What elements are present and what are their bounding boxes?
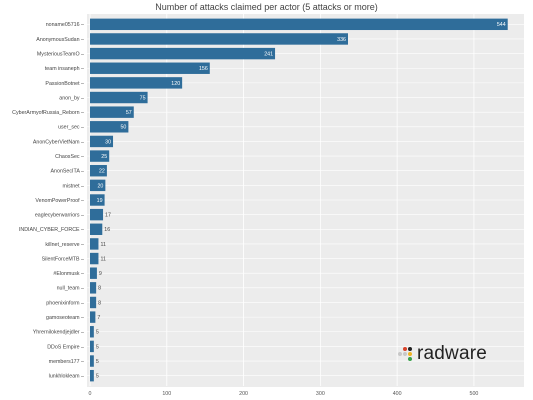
bar — [90, 106, 134, 118]
value-label: 17 — [105, 213, 111, 219]
x-tick-label: 0 — [89, 391, 92, 397]
category-label: mistnet – — [63, 183, 85, 189]
bar — [90, 267, 97, 279]
value-label: 11 — [100, 242, 106, 248]
logo-dot — [403, 347, 407, 351]
value-label: 9 — [99, 271, 102, 277]
bar — [90, 369, 94, 382]
bar — [90, 62, 210, 74]
category-label: AnonSecITA – — [51, 169, 85, 175]
category-label: null_team – — [57, 286, 84, 292]
category-label: VenomPowerProof – — [35, 198, 84, 204]
category-label: noname05716 – — [46, 22, 84, 28]
category-label: lunkhlokleam – — [49, 374, 84, 380]
bar — [90, 252, 99, 265]
value-label: 8 — [98, 286, 101, 292]
value-label: 544 — [497, 22, 506, 28]
category-label: DDoS Empire – — [47, 344, 84, 350]
value-label: 25 — [101, 154, 107, 160]
value-label: 20 — [97, 183, 103, 189]
category-label: PassionBotnet – — [45, 81, 84, 87]
radware-logo: radware — [398, 341, 487, 367]
value-label: 5 — [96, 344, 99, 350]
bar — [90, 223, 103, 235]
category-label: CyberArmyofRussia_Reborn – — [12, 110, 84, 116]
category-label: SilentForceMTB – — [42, 256, 84, 262]
category-label: phoenixinform – — [46, 300, 84, 306]
bar — [90, 77, 183, 89]
value-label: 57 — [126, 110, 132, 116]
category-label: eaglecyberwarriors – — [35, 213, 84, 219]
bar — [90, 91, 148, 104]
x-tick-label: 100 — [162, 391, 171, 397]
logo-dot — [403, 352, 407, 356]
category-label: gamoseoteam – — [46, 315, 84, 321]
category-label: user_sec – — [58, 125, 84, 131]
value-label: 336 — [337, 37, 346, 43]
value-label: 30 — [105, 139, 111, 145]
bar — [90, 18, 508, 31]
logo-dot — [398, 352, 402, 356]
value-label: 11 — [100, 256, 106, 262]
category-label: #Elonmusk – — [53, 271, 84, 277]
value-label: 50 — [120, 125, 126, 131]
bar — [90, 135, 114, 148]
logo-dot — [408, 352, 412, 356]
x-tick-label: 200 — [239, 391, 248, 397]
value-label: 7 — [97, 315, 100, 321]
bar — [90, 326, 94, 338]
bar — [90, 150, 110, 162]
bar — [90, 238, 99, 250]
logo-dot — [408, 347, 412, 351]
category-label: INDIAN_CYBER_FORCE – — [19, 227, 84, 233]
category-label: team insaneph – — [45, 66, 84, 72]
value-label: 5 — [96, 374, 99, 380]
category-label: MysteriousTeamO – — [37, 52, 84, 58]
bar — [90, 282, 97, 294]
bar — [90, 355, 94, 367]
value-label: 16 — [104, 227, 110, 233]
bar — [90, 179, 106, 192]
logo-dot — [408, 357, 412, 361]
bar — [90, 311, 96, 323]
value-label: 75 — [140, 95, 146, 101]
value-label: 5 — [96, 330, 99, 336]
category-label: members177 – — [49, 359, 84, 365]
bar — [90, 296, 97, 309]
value-label: 8 — [98, 300, 101, 306]
value-label: 5 — [96, 359, 99, 365]
x-tick-label: 500 — [470, 391, 479, 397]
x-tick-label: 400 — [393, 391, 402, 397]
bar — [90, 47, 276, 60]
category-label: AnonCyberVietNam – — [33, 139, 84, 145]
bar — [90, 340, 94, 353]
category-label: AnonymousSudan – — [36, 37, 84, 43]
bar — [90, 208, 104, 221]
chart-title: Number of attacks claimed per actor (5 a… — [155, 2, 378, 12]
value-label: 22 — [99, 169, 105, 175]
category-label: Yhrernilokendjejdler – — [33, 330, 84, 336]
bar — [90, 165, 107, 177]
bar — [90, 33, 348, 45]
logo-text: radware — [417, 343, 488, 364]
category-label: anon_by – — [59, 95, 84, 101]
category-label: killnet_reserve – — [45, 242, 84, 248]
value-label: 19 — [97, 198, 103, 204]
bar — [90, 121, 129, 133]
bar — [90, 194, 105, 206]
value-label: 241 — [264, 52, 273, 58]
category-label: ChaosSec – — [55, 154, 84, 160]
plot-background — [87, 14, 524, 387]
radware-logo-dots-icon — [398, 346, 414, 362]
value-label: 156 — [199, 66, 208, 72]
value-label: 120 — [171, 81, 180, 87]
x-tick-label: 300 — [316, 391, 325, 397]
